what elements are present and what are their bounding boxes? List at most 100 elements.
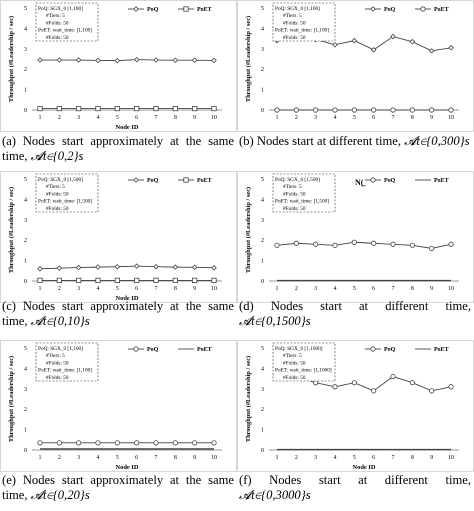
data-point-poet xyxy=(274,107,280,113)
x-tick-label: 7 xyxy=(392,286,395,292)
caption-math: 𝓐t∈{0,10}s xyxy=(30,314,90,328)
x-tick-label: 3 xyxy=(77,115,80,121)
x-axis-label: Node ID xyxy=(353,464,376,471)
y-tick-label: 5 xyxy=(261,346,264,352)
legend-label: PoET xyxy=(197,7,212,13)
caption-f: (f) Nodes start at different time, 𝓐t∈{0… xyxy=(239,473,471,503)
x-tick-label: 10 xyxy=(448,455,454,461)
legend-marker xyxy=(370,177,376,183)
data-point-poq xyxy=(153,57,159,63)
x-tick-label: 8 xyxy=(174,455,177,461)
data-point-poet xyxy=(95,277,101,283)
data-point-poq xyxy=(172,57,179,63)
legend-marker xyxy=(420,6,426,12)
legend-label: PoQ xyxy=(384,178,396,184)
legend-marker xyxy=(133,6,139,12)
y-tick-label: 3 xyxy=(261,218,264,224)
x-tick-label: 9 xyxy=(193,455,196,461)
annotation-line: #Folds: 50 xyxy=(283,360,306,366)
data-point-poet xyxy=(351,107,357,113)
x-tick-label: 2 xyxy=(58,455,61,461)
data-point-poq xyxy=(390,373,396,380)
data-point-poq xyxy=(37,265,43,272)
y-tick-label: 0 xyxy=(261,279,264,285)
y-tick-label: 4 xyxy=(24,197,27,203)
series-line-poq xyxy=(39,265,215,270)
x-tick-label: 7 xyxy=(155,455,158,461)
annotation-box xyxy=(272,173,336,213)
x-tick-label: 4 xyxy=(334,455,337,461)
data-point-poet xyxy=(56,105,62,112)
data-point-poq xyxy=(429,388,435,394)
y-tick-label: 2 xyxy=(261,238,264,244)
legend-label: PoQ xyxy=(147,347,159,353)
caption-label: (c) xyxy=(2,299,23,313)
annotation-line: PoQ: SGX_0 [1,500] xyxy=(38,177,83,183)
caption-text: Nodes start approximately at the same ti… xyxy=(2,299,234,328)
x-tick-label: 9 xyxy=(430,115,433,121)
x-tick-label: 6 xyxy=(135,286,138,292)
legend-label: PoQ xyxy=(384,347,396,353)
y-tick-label: 2 xyxy=(24,407,27,413)
x-tick-label: 8 xyxy=(411,286,414,292)
data-point-poet xyxy=(172,277,178,283)
annotation-line: #Folds: 50 xyxy=(46,375,69,381)
x-tick-label: 8 xyxy=(411,115,414,121)
data-point-poq xyxy=(56,57,63,63)
legend-label: PoQ xyxy=(147,7,159,13)
x-tick-label: 1 xyxy=(276,455,279,461)
x-tick-label: 3 xyxy=(314,455,317,461)
chart-b: 0 1 2 3 4 5 1 2 3 4 5 6 7 8 9 10 Throughput (#Leadership… xyxy=(237,0,474,132)
annotation-line: PoET: wait_time: [1,100] xyxy=(38,368,92,374)
data-point-poq xyxy=(332,41,338,48)
data-point-poq xyxy=(211,57,217,64)
x-tick-label: 2 xyxy=(295,115,298,121)
data-point-poet xyxy=(114,277,120,283)
x-tick-label: 5 xyxy=(116,115,119,121)
x-tick-label: 7 xyxy=(155,115,158,121)
x-tick-label: 9 xyxy=(430,455,433,461)
chart-frame xyxy=(0,0,237,132)
data-point-poq xyxy=(191,57,198,63)
data-point-poq xyxy=(75,57,82,63)
caption-label: (f) xyxy=(239,473,270,487)
x-tick-label: 3 xyxy=(314,286,317,292)
caption-a: (a) Nodes start approximately at the sam… xyxy=(2,134,234,164)
data-point-poet xyxy=(76,105,82,112)
annotation-line: PoET: wait_time: [1,1000] xyxy=(275,368,332,374)
data-point-poq xyxy=(192,440,198,446)
x-tick-label: 1 xyxy=(39,455,42,461)
x-tick-label: 6 xyxy=(135,455,138,461)
data-point-poet xyxy=(153,105,159,112)
y-axis-label: Throughput (#Leadership / sec) xyxy=(245,356,252,442)
data-point-poq xyxy=(371,240,377,246)
y-tick-label: 4 xyxy=(261,26,264,32)
panel-d: 0 1 2 3 4 5 1 2 3 4 5 6 7 8 9 10 Throughput (#Leadership… xyxy=(237,171,474,342)
data-point-poq xyxy=(114,263,121,270)
data-point-poq xyxy=(351,380,357,386)
caption-text: Nodes start at different time, xyxy=(270,299,471,313)
data-point-poet xyxy=(192,105,198,112)
annotation-line: #Folds: 50 xyxy=(46,20,69,26)
y-tick-label: 3 xyxy=(24,47,27,53)
y-tick-label: 5 xyxy=(261,6,264,12)
x-tick-label: 9 xyxy=(430,286,433,292)
data-point-poq xyxy=(371,388,377,394)
stray-mark: N(̲ xyxy=(355,178,364,187)
y-tick-label: 5 xyxy=(24,6,27,12)
y-tick-label: 0 xyxy=(24,448,27,454)
y-axis-label: Throughput (#Leadership / sec) xyxy=(8,16,15,102)
data-point-poq xyxy=(37,440,43,446)
annotation-box xyxy=(35,173,99,213)
y-tick-label: 3 xyxy=(261,47,264,53)
legend-label: PoET xyxy=(197,178,212,184)
y-tick-label: 3 xyxy=(261,387,264,393)
annotation-line: #Folds: 50 xyxy=(283,206,306,212)
x-tick-label: 2 xyxy=(295,286,298,292)
annotation-box xyxy=(35,342,99,382)
x-tick-label: 5 xyxy=(353,286,356,292)
x-tick-label: 10 xyxy=(211,286,217,292)
x-tick-label: 10 xyxy=(211,455,217,461)
data-point-poq xyxy=(56,265,63,271)
chart-d: 0 1 2 3 4 5 1 2 3 4 5 6 7 8 9 10 Throughput (#Leadership… xyxy=(237,171,474,303)
